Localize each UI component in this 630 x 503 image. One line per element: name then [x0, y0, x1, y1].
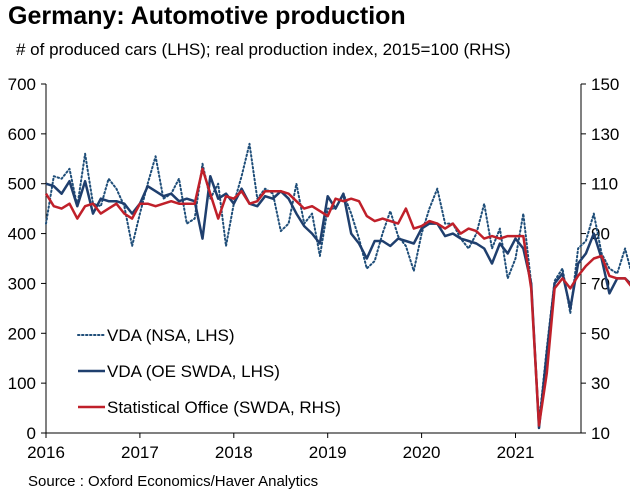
left-tick-label: 0: [27, 424, 36, 443]
right-tick-label: 130: [591, 125, 619, 144]
right-tick-label: 110: [591, 175, 618, 194]
right-tick-label: 30: [591, 374, 610, 393]
left-tick-label: 300: [8, 274, 36, 293]
series-line-vda-oe-swda-lhs: [45, 174, 630, 430]
x-tick-label: 2020: [403, 443, 441, 462]
left-tick-label: 600: [8, 125, 36, 144]
right-tick-label: 10: [591, 424, 610, 443]
left-tick-label: 100: [8, 374, 36, 393]
x-tick-label: 2018: [215, 443, 253, 462]
chart-title: Germany: Automotive production: [8, 2, 406, 30]
legend-label: Statistical Office (SWDA, RHS): [107, 398, 341, 417]
x-tick-label: 2016: [27, 443, 65, 462]
left-tick-label: 400: [8, 225, 36, 244]
left-tick-label: 700: [8, 75, 36, 94]
right-tick-label: 150: [591, 75, 619, 94]
series-line-vda-nsa-lhs: [45, 142, 630, 424]
right-tick-label: 50: [591, 324, 610, 343]
left-tick-label: 200: [8, 324, 36, 343]
x-tick-label: 2021: [497, 443, 535, 462]
chart-subtitle: # of produced cars (LHS); real productio…: [16, 40, 511, 59]
x-tick-label: 2019: [309, 443, 347, 462]
legend-label: VDA (OE SWDA, LHS): [107, 362, 280, 381]
series-line-statistical-office-swda-rhs: [44, 167, 630, 427]
legend-label: VDA (NSA, LHS): [107, 326, 235, 345]
chart-source: Source : Oxford Economics/Haver Analytic…: [28, 473, 319, 490]
x-tick-label: 2017: [121, 443, 159, 462]
left-tick-label: 500: [8, 175, 36, 194]
